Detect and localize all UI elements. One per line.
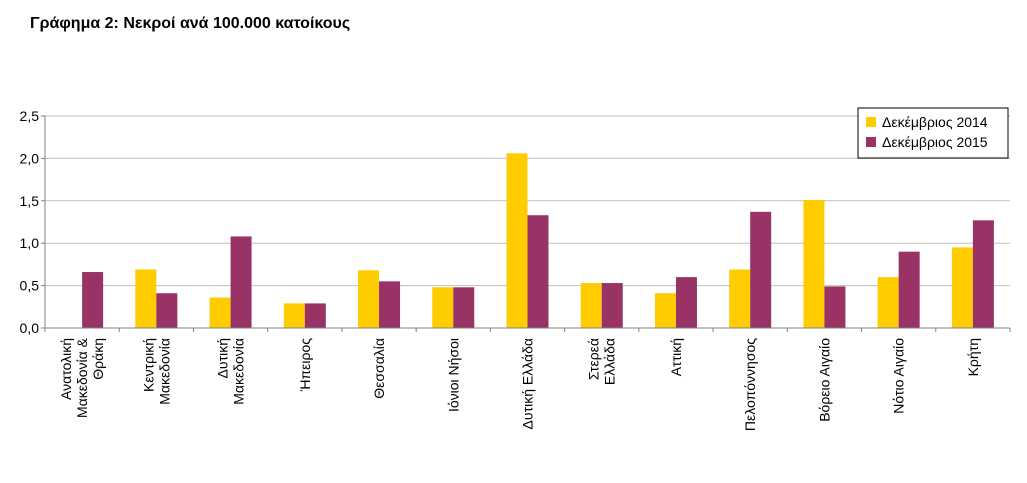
y-tick-label: 1,0: [20, 235, 40, 251]
legend-label: Δεκέμβριος 2014: [882, 114, 988, 130]
bar-2014: [580, 283, 602, 328]
x-tick-label-line: Αττική: [668, 338, 684, 376]
bar-2014: [135, 269, 157, 328]
y-tick-label: 2,0: [20, 150, 40, 166]
x-tick-label-line: Νότιο Αιγαίο: [891, 338, 907, 414]
x-tick-label-line: Κεντρική: [140, 338, 156, 392]
bar-2015: [379, 281, 401, 328]
bar-2015: [750, 211, 772, 328]
bar-2015: [824, 286, 846, 328]
y-tick-label: 0,5: [20, 278, 40, 294]
bar-2014: [209, 297, 231, 328]
x-tick-label-line: Μακεδονία: [231, 338, 247, 405]
x-tick-label-line: Δυτική Ελλάδα: [520, 338, 536, 429]
bar-2015: [972, 220, 994, 328]
bar-2014: [803, 199, 825, 328]
x-tick-label-line: Κρήτη: [965, 338, 981, 376]
x-tick-label-line: Θράκη: [90, 338, 106, 380]
bar-2014: [506, 153, 528, 328]
bar-2015: [601, 283, 623, 328]
bar-2014: [654, 293, 676, 328]
x-tick-label-line: Μακεδονία &: [74, 337, 90, 418]
bar-2014: [283, 303, 305, 328]
x-tick-label: ΣτερεάΕλλάδα: [586, 338, 618, 385]
x-tick-label: ΚεντρικήΜακεδονία: [140, 338, 172, 405]
bar-2015: [304, 303, 326, 328]
x-tick-label-line: Δυτική: [215, 338, 231, 378]
bars: [82, 153, 994, 328]
y-tick-label: 2,5: [20, 108, 40, 124]
x-tick-label-line: Ελλάδα: [602, 338, 618, 385]
y-tick-label: 0,0: [20, 320, 40, 336]
chart-title: Γράφημα 2: Νεκροί ανά 100.000 κατοίκους: [30, 15, 351, 32]
bar-2015: [82, 272, 104, 328]
x-tick-label: Ιόνιοι Νήσοι: [445, 338, 461, 412]
y-tick-label: 1,5: [20, 193, 40, 209]
x-tick-label-line: Ιόνιοι Νήσοι: [445, 338, 461, 412]
x-tick-label-line: Ήπειρος: [297, 338, 313, 392]
bar-2014: [432, 287, 454, 328]
x-tick-label-line: Πελοπόννησος: [742, 338, 758, 431]
legend-box: [857, 107, 1009, 159]
x-tick-label: ΔυτικήΜακεδονία: [215, 338, 247, 405]
x-tick-label: Θεσσαλία: [371, 338, 387, 399]
x-tick-label-line: Ανατολική: [58, 338, 74, 400]
x-tick-label-line: Θεσσαλία: [371, 338, 387, 399]
bar-2015: [230, 236, 252, 328]
x-tick-label-line: Στερεά: [586, 338, 602, 380]
bar-2015: [675, 277, 697, 328]
x-tick-label: ΑνατολικήΜακεδονία &Θράκη: [58, 337, 106, 418]
bar-2015: [156, 293, 178, 328]
x-tick-label: Δυτική Ελλάδα: [520, 338, 536, 429]
bar-2015: [898, 251, 920, 328]
legend-label: Δεκέμβριος 2015: [882, 134, 988, 150]
x-tick-label: Κρήτη: [965, 338, 981, 376]
x-tick-label-line: Μακεδονία: [156, 338, 172, 405]
legend-swatch: [866, 137, 876, 147]
bar-2014: [951, 247, 973, 328]
x-tick-label-line: Βόρειο Αιγαίο: [816, 338, 832, 422]
bar-2015: [453, 287, 475, 328]
x-tick-label: Πελοπόννησος: [742, 338, 758, 431]
legend-swatch: [866, 117, 876, 127]
x-tick-label: Αττική: [668, 338, 684, 376]
tick-labels: 0,0 0,5 1,0 1,5 2,0 2,5 ΑνατολικήΜακεδονία &Θρ…: [20, 108, 981, 431]
bar-2014: [877, 277, 899, 328]
legend: Δεκέμβριος 2014 Δεκέμβριος 2015: [857, 107, 1009, 159]
bar-2015: [527, 215, 549, 328]
x-tick-label: Ήπειρος: [297, 338, 313, 392]
bar-2014: [358, 270, 380, 328]
x-tick-label: Βόρειο Αιγαίο: [816, 338, 832, 422]
x-tick-label: Νότιο Αιγαίο: [891, 338, 907, 414]
axes: [41, 115, 1011, 332]
bar-2014: [729, 269, 751, 328]
